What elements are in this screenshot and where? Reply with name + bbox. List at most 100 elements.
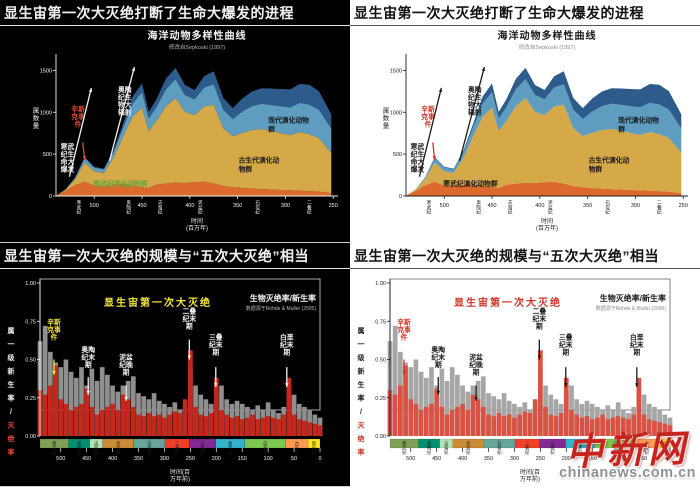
svg-text:1000: 1000 — [40, 110, 52, 116]
svg-text:级: 级 — [7, 353, 16, 362]
svg-text:50: 50 — [291, 456, 297, 462]
svg-text:古生代演化动物群: 古生代演化动物群 — [239, 156, 280, 174]
svg-text:奥陶纪: 奥陶纪 — [126, 199, 131, 215]
svg-text:率: 率 — [8, 448, 15, 457]
panel-title-bottom-left: 显生宙第一次大灭绝的规模与“五次大灭绝”相当 — [0, 243, 350, 269]
svg-text:白垩纪: 白垩纪 — [263, 440, 268, 455]
svg-text:0.25: 0.25 — [375, 396, 386, 402]
svg-text:辛斯克事件: 辛斯克事件 — [47, 317, 61, 341]
svg-text:辛斯克事件: 辛斯克事件 — [421, 104, 435, 128]
svg-text:泥盆纪: 泥盆纪 — [116, 440, 121, 455]
svg-text:0: 0 — [318, 456, 321, 462]
svg-text:400: 400 — [185, 203, 194, 209]
svg-text:二叠纪: 二叠纪 — [525, 441, 530, 455]
watermark: 中新网 chinanews.com.cn — [559, 425, 696, 481]
svg-text:石炭纪: 石炭纪 — [255, 200, 260, 215]
svg-text:率: 率 — [8, 394, 15, 403]
svg-text:古生代演化动物群: 古生代演化动物群 — [589, 156, 630, 174]
svg-text:属数量: 属数量 — [33, 106, 40, 129]
svg-text:0.50: 0.50 — [25, 358, 36, 364]
diversity-chart-light: 0 500 1000 1500 500 450 400 350 300 250 寒武纪 奥陶纪 志留纪 泥… — [383, 29, 688, 232]
svg-text:时间(百: 时间(百 — [520, 468, 540, 476]
svg-text:150: 150 — [238, 456, 247, 462]
watermark-url: chinanews.com.cn — [559, 465, 696, 481]
svg-text:350: 350 — [134, 456, 143, 462]
svg-text:泥盆纪晚期: 泥盆纪晚期 — [469, 353, 483, 377]
svg-text:450: 450 — [487, 203, 496, 209]
svg-text:250: 250 — [186, 456, 195, 462]
diversity-chart-dark: 0 500 1000 1500 500 450 400 350 300 250 寒武纪 奥陶纪 志留纪 泥… — [33, 29, 338, 232]
panel-title-bottom-right: 显生宙第一次大灭绝的规模与“五次大灭绝”相当 — [350, 243, 700, 269]
panel-title-top-right: 显生宙第一次大灭绝打断了生命大爆发的进程 — [350, 0, 700, 26]
svg-text:寒武纪生命大爆发: 寒武纪生命大爆发 — [60, 142, 75, 174]
svg-text:新近纪: 新近纪 — [312, 440, 317, 455]
svg-text:100: 100 — [614, 456, 623, 462]
stacked-areas — [56, 67, 332, 196]
svg-text:二叠纪: 二叠纪 — [657, 200, 662, 215]
svg-text:属: 属 — [8, 326, 15, 335]
svg-text:古近纪: 古近纪 — [645, 440, 650, 455]
svg-text:奥陶纪: 奥陶纪 — [77, 440, 82, 455]
svg-text:0: 0 — [399, 194, 402, 200]
svg-text:显生宙第一次大灭绝: 显生宙第一次大灭绝 — [104, 296, 212, 309]
svg-text:200: 200 — [212, 456, 221, 462]
svg-text:350: 350 — [583, 203, 592, 209]
svg-text:500: 500 — [56, 456, 65, 462]
svg-text:0.00: 0.00 — [375, 434, 386, 440]
svg-text:时间: 时间 — [541, 217, 553, 225]
svg-text:现代演化动物群: 现代演化动物群 — [618, 115, 659, 133]
diversity-chart-dark-wrap: 0 500 1000 1500 500 450 400 350 300 250 寒武纪 奥陶纪 志留纪 泥… — [0, 26, 350, 242]
svg-text:时间(百: 时间(百 — [170, 468, 190, 476]
svg-text:级: 级 — [357, 353, 366, 362]
svg-text:300: 300 — [160, 456, 169, 462]
svg-text:300: 300 — [281, 203, 290, 209]
svg-text:500: 500 — [90, 203, 99, 209]
watermark-logo: 中新网 — [565, 425, 690, 475]
svg-text:泥盆纪: 泥盆纪 — [548, 199, 553, 215]
svg-text:海洋动物多样性曲线: 海洋动物多样性曲线 — [498, 29, 597, 42]
svg-text:寒武纪演化动物群: 寒武纪演化动物群 — [442, 179, 498, 188]
svg-text:寒武纪: 寒武纪 — [77, 199, 82, 215]
svg-text:修改自Sepkoski (1997): 修改自Sepkoski (1997) — [519, 43, 575, 51]
svg-text:1500: 1500 — [40, 68, 52, 74]
svg-text:绝: 绝 — [8, 434, 15, 443]
svg-text:250: 250 — [679, 203, 688, 209]
svg-text:500: 500 — [406, 456, 415, 462]
svg-text:二叠纪末期: 二叠纪末期 — [183, 307, 197, 331]
svg-text:0: 0 — [668, 456, 671, 462]
svg-text:泥盆纪: 泥盆纪 — [466, 440, 471, 455]
svg-text:白垩纪末期: 白垩纪末期 — [630, 333, 644, 357]
svg-text:属: 属 — [358, 326, 365, 335]
svg-text:400: 400 — [535, 203, 544, 209]
svg-text:奥陶纪末期: 奥陶纪末期 — [430, 345, 445, 369]
axes: 1.00 0.75 0.50 0.25 0.00 — [25, 279, 41, 440]
stacked-areas — [406, 67, 682, 196]
axes: 0 500 1000 1500 500 450 400 350 300 250 寒武纪 奥陶纪 志留纪 泥… — [33, 54, 338, 232]
svg-text:0.75: 0.75 — [375, 319, 386, 325]
svg-text:奥陶纪生物大辐射: 奥陶纪生物大辐射 — [467, 85, 482, 117]
svg-text:1500: 1500 — [390, 68, 402, 74]
svg-text:奥陶纪: 奥陶纪 — [427, 440, 432, 455]
extinction-bars — [387, 350, 673, 436]
panel-diversity-light: 显生宙第一次大灭绝打断了生命大爆发的进程 0 500 1000 1500 500 450 4… — [350, 0, 700, 243]
svg-text:二叠纪末期: 二叠纪末期 — [533, 307, 547, 331]
svg-text:奥陶纪生物大辐射: 奥陶纪生物大辐射 — [117, 85, 132, 117]
svg-text:250: 250 — [329, 203, 338, 209]
svg-text:新: 新 — [358, 367, 365, 376]
panel-rates-light: 显生宙第一次大灭绝的规模与“五次大灭绝”相当 1.00 0.75 0.50 0.25 0… — [350, 243, 700, 487]
svg-text:200: 200 — [562, 456, 571, 462]
svg-text:属数量: 属数量 — [383, 106, 390, 129]
svg-text:400: 400 — [458, 456, 467, 462]
svg-text:志留纪: 志留纪 — [94, 440, 99, 455]
svg-text:辛斯克事件: 辛斯克事件 — [71, 104, 85, 128]
svg-text:(百万年): (百万年) — [186, 224, 208, 232]
svg-text:显生宙第一次大灭绝: 显生宙第一次大灭绝 — [454, 296, 562, 309]
svg-text:450: 450 — [137, 203, 146, 209]
svg-text:石炭纪: 石炭纪 — [605, 200, 610, 215]
